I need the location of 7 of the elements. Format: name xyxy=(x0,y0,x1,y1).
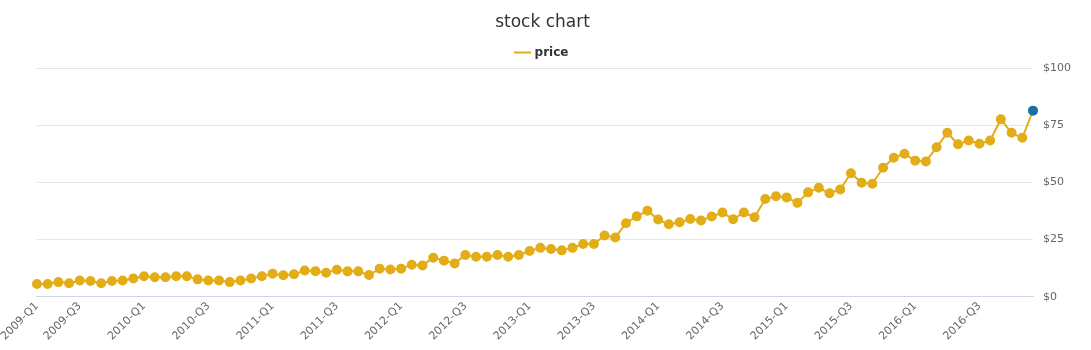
legend-label: price xyxy=(534,44,569,59)
y-tick-label: $100 xyxy=(1043,61,1072,75)
y-tick-label: $50 xyxy=(1043,175,1065,189)
y-tick-label: $25 xyxy=(1043,232,1065,246)
y-tick-label: $0 xyxy=(1043,289,1058,303)
chart-title: stock chart xyxy=(495,10,591,31)
y-tick-label: $75 xyxy=(1043,118,1065,132)
